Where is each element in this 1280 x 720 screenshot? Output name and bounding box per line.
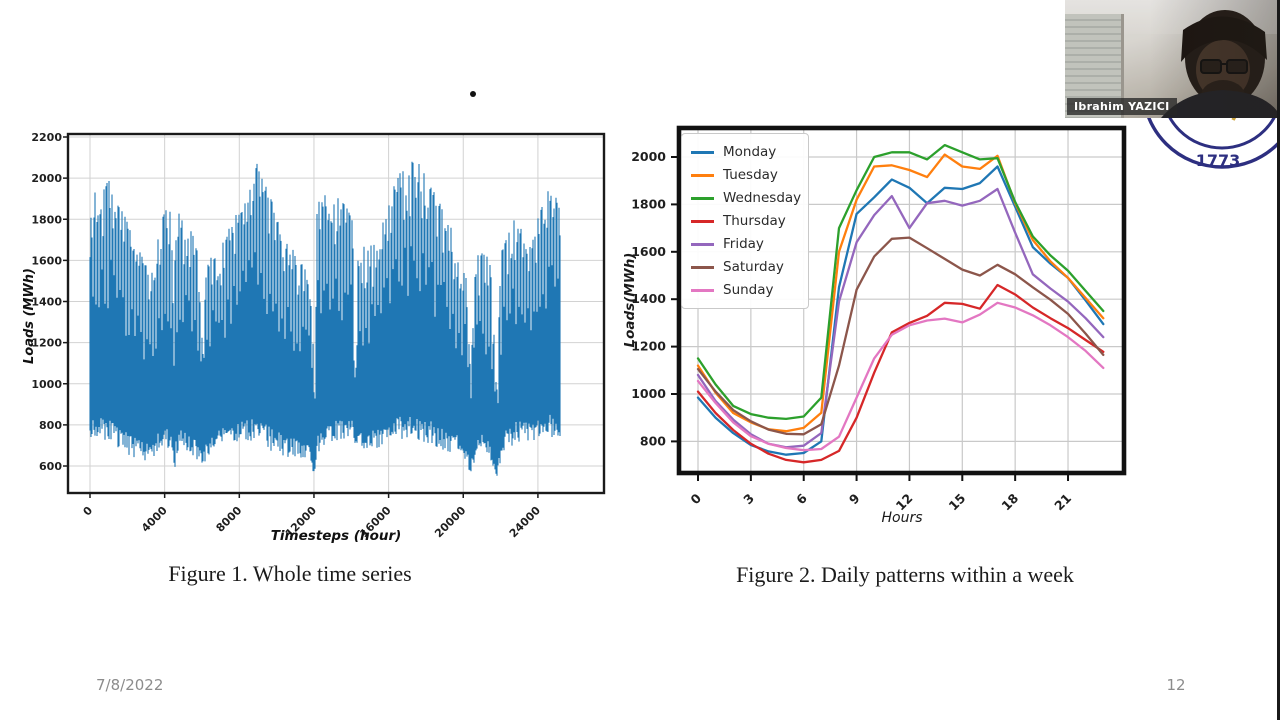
svg-text:0: 0 bbox=[81, 504, 96, 519]
screen-edge-strip bbox=[1277, 0, 1280, 720]
legend-line-swatch bbox=[691, 266, 714, 269]
legend-line-swatch bbox=[691, 243, 714, 246]
webcam-video-tile[interactable]: Ibrahim YAZICI bbox=[1065, 0, 1278, 118]
svg-text:21: 21 bbox=[1051, 491, 1074, 514]
legend-item: Saturday bbox=[691, 256, 800, 279]
svg-text:8000: 8000 bbox=[214, 504, 245, 535]
svg-text:0: 0 bbox=[687, 490, 704, 507]
legend-label: Tuesday bbox=[723, 166, 778, 183]
svg-text:9: 9 bbox=[846, 491, 863, 508]
person-silhouette bbox=[1161, 10, 1278, 118]
legend-label: Monday bbox=[723, 143, 777, 160]
svg-text:2000: 2000 bbox=[31, 172, 62, 185]
legend-label: Wednesday bbox=[723, 189, 802, 206]
svg-text:3: 3 bbox=[740, 491, 757, 508]
legend-item: Monday bbox=[691, 141, 800, 164]
legend-item: Thursday bbox=[691, 210, 800, 233]
svg-text:18: 18 bbox=[998, 491, 1021, 514]
svg-text:1200: 1200 bbox=[31, 337, 62, 350]
svg-text:1200: 1200 bbox=[631, 339, 666, 354]
svg-text:1800: 1800 bbox=[631, 196, 666, 211]
figure2-legend: Monday Tuesday Wednesday Thursday Friday… bbox=[681, 133, 809, 309]
svg-text:Loads (MWh): Loads (MWh) bbox=[22, 268, 37, 364]
svg-text:1600: 1600 bbox=[31, 254, 62, 267]
legend-label: Friday bbox=[723, 235, 764, 252]
svg-text:800: 800 bbox=[640, 433, 666, 448]
figure2-caption: Figure 2. Daily patterns within a week bbox=[736, 562, 1074, 587]
legend-line-swatch bbox=[691, 220, 714, 223]
stray-dot bbox=[470, 91, 476, 97]
svg-text:Hours: Hours bbox=[881, 510, 922, 526]
legend-label: Thursday bbox=[723, 212, 786, 229]
svg-text:1000: 1000 bbox=[31, 378, 62, 391]
svg-text:1800: 1800 bbox=[31, 213, 62, 226]
svg-text:1400: 1400 bbox=[31, 296, 62, 309]
legend-label: Sunday bbox=[723, 281, 774, 298]
svg-text:24000: 24000 bbox=[507, 504, 543, 540]
svg-text:15: 15 bbox=[946, 491, 969, 514]
slide-date: 7/8/2022 bbox=[96, 676, 164, 694]
legend-item: Tuesday bbox=[691, 164, 800, 187]
page-number: 12 bbox=[1166, 676, 1186, 694]
legend-item: Sunday bbox=[691, 279, 800, 302]
svg-text:4000: 4000 bbox=[139, 504, 170, 535]
svg-text:800: 800 bbox=[39, 419, 62, 432]
svg-text:1000: 1000 bbox=[631, 386, 666, 401]
legend-line-swatch bbox=[691, 174, 714, 177]
legend-line-swatch bbox=[691, 289, 714, 292]
figure1-chart: 600 800 1000 1200 1400 1600 1800 2000 2200 0 4000 8… bbox=[22, 131, 606, 544]
participant-name-label: Ibrahim YAZICI bbox=[1067, 98, 1177, 115]
svg-text:Loads(MWh): Loads(MWh) bbox=[622, 253, 638, 348]
svg-text:6: 6 bbox=[793, 490, 810, 507]
figure1-caption: Figure 1. Whole time series bbox=[168, 561, 412, 586]
svg-text:2200: 2200 bbox=[31, 131, 62, 144]
legend-line-swatch bbox=[691, 197, 714, 200]
svg-text:600: 600 bbox=[39, 460, 62, 473]
svg-text:1600: 1600 bbox=[631, 244, 666, 259]
svg-text:Timesteps (hour): Timesteps (hour) bbox=[271, 528, 402, 544]
legend-item: Wednesday bbox=[691, 187, 802, 210]
legend-label: Saturday bbox=[723, 258, 784, 275]
legend-item: Friday bbox=[691, 233, 800, 256]
svg-text:2000: 2000 bbox=[631, 149, 666, 164]
svg-text:1400: 1400 bbox=[631, 291, 666, 306]
logo-year-text: 1773 bbox=[1196, 151, 1241, 170]
legend-line-swatch bbox=[691, 151, 714, 154]
svg-text:20000: 20000 bbox=[432, 504, 468, 540]
